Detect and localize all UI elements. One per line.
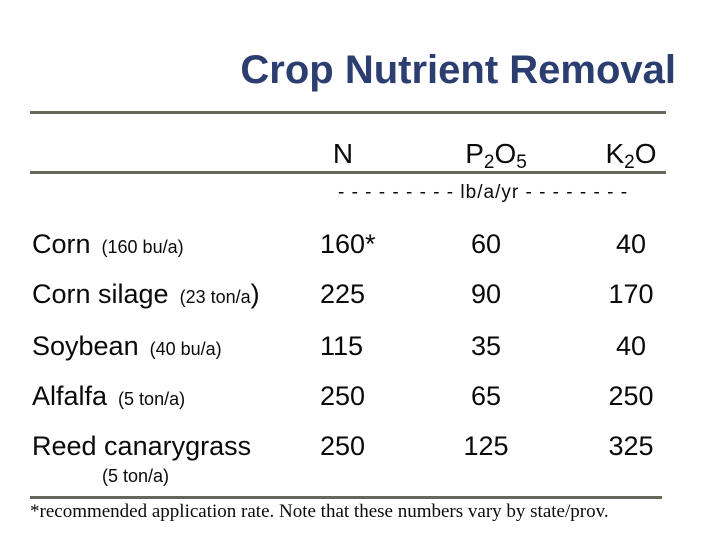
- row-note: (23 ton/a: [179, 287, 251, 307]
- row-label-alfalfa: Alfalfa (5 ton/a): [32, 381, 186, 411]
- row-label-reed-canarygrass: Reed canarygrass: [32, 431, 252, 461]
- cell-soybean-k2o: 40: [615, 331, 647, 361]
- cell-soybean-p2o5: 35: [470, 331, 502, 361]
- header-underline: [30, 171, 666, 174]
- cell-corn-n: 160*: [320, 229, 376, 259]
- slide-title: Crop Nutrient Removal: [240, 48, 676, 92]
- cell-soybean-n: 115: [320, 331, 364, 361]
- cell-alfalfa-k2o: 250: [608, 381, 654, 411]
- row-label-corn-silage: Corn silage (23 ton/a): [32, 279, 260, 309]
- title-underline: [30, 111, 666, 114]
- row-note: (160 bu/a): [101, 237, 184, 257]
- cell-corn-k2o: 40: [615, 229, 647, 259]
- cell-alfalfa-p2o5: 65: [470, 381, 502, 411]
- footnote-rule: [30, 496, 662, 499]
- units-label: lb/a/yr: [460, 182, 520, 203]
- row-note: (40 bu/a): [149, 339, 222, 359]
- reed-canarygrass-rate-note: (5 ton/a): [102, 466, 170, 486]
- cell-corn-p2o5: 60: [470, 229, 502, 259]
- footnote-text: *recommended application rate. Note that…: [30, 501, 609, 522]
- cell-alfalfa-n: 250: [320, 381, 366, 411]
- cell-corn-silage-n: 225: [320, 279, 366, 309]
- cell-corn-silage-k2o: 170: [608, 279, 654, 309]
- cell-corn-silage-p2o5: 90: [470, 279, 502, 309]
- cell-reed-canarygrass-k2o: 325: [608, 431, 654, 461]
- cell-reed-canarygrass-p2o5: 125: [463, 431, 509, 461]
- units-line: - - - - - - - - - lb/a/yr - - - - - - - …: [338, 182, 628, 204]
- column-header-n: N: [333, 139, 353, 169]
- column-header-p2o5: P2O5: [465, 138, 527, 174]
- row-note: (5 ton/a): [118, 389, 186, 409]
- row-label-soybean: Soybean (40 bu/a): [32, 331, 222, 361]
- column-header-n-label: N: [332, 138, 354, 169]
- units-dashes-right: - - - - - - - -: [525, 182, 629, 203]
- units-dashes-left: - - - - - - - - -: [337, 182, 455, 203]
- cell-reed-canarygrass-n: 250: [320, 431, 366, 461]
- column-header-k2o: K2O: [605, 138, 657, 174]
- row-label-corn: Corn (160 bu/a): [32, 229, 184, 259]
